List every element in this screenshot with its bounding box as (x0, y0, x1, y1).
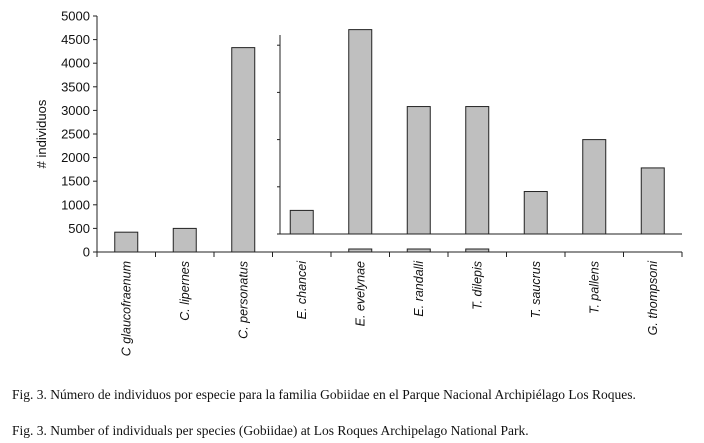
figure-caption-spanish: Fig. 3. Número de individuos por especie… (12, 387, 636, 402)
bar (582, 139, 607, 235)
x-axis: C glaucofraenum C. lipernes C. personatus E… (96, 251, 683, 356)
y-tick-label: 3500 (61, 79, 90, 94)
x-category-label: T. dilepis (470, 261, 484, 310)
bar (406, 106, 431, 235)
y-tick-label: 3000 (61, 103, 90, 118)
x-category-label: G. thompsoni (646, 260, 660, 336)
x-category-label: T. pallens (587, 261, 601, 314)
y-tick-label: 2500 (61, 127, 90, 142)
bar (114, 231, 139, 253)
x-category-label: C glaucofraenum (119, 261, 133, 356)
x-category-label: C. lipernes (178, 261, 192, 321)
bar-chart: 0 500 1000 1500 2000 2500 3000 3500 4000 4500 5000… (34, 9, 683, 356)
y-tick-label: 2000 (61, 150, 90, 165)
bar (465, 106, 490, 235)
bars (114, 29, 665, 253)
bar (231, 47, 256, 253)
y-tick-label: 1500 (61, 174, 90, 189)
figure-caption-english: Fig. 3. Number of individuals per specie… (12, 423, 529, 438)
x-category-label: T. saucrus (529, 261, 543, 318)
y-tick-label: 4000 (61, 56, 90, 71)
y-tick-label: 1000 (61, 197, 90, 212)
x-category-label: E. randalli (412, 260, 426, 317)
x-category-label: E. chancei (295, 260, 309, 320)
x-category-label: C. personatus (236, 261, 250, 339)
bar (289, 209, 314, 235)
bar (348, 29, 373, 235)
y-tick-label: 0 (83, 245, 90, 260)
bar (523, 191, 548, 235)
y-axis: 0 500 1000 1500 2000 2500 3000 3500 4000 4500 5000 (61, 9, 98, 260)
bar (640, 167, 665, 235)
y-tick-label: 4500 (61, 32, 90, 47)
y-tick-label: 5000 (61, 9, 90, 24)
y-tick-label: 500 (68, 221, 90, 236)
bar (172, 227, 197, 253)
y-axis-label: # individuos (34, 99, 49, 168)
x-category-label: E. evelynae (353, 261, 367, 326)
